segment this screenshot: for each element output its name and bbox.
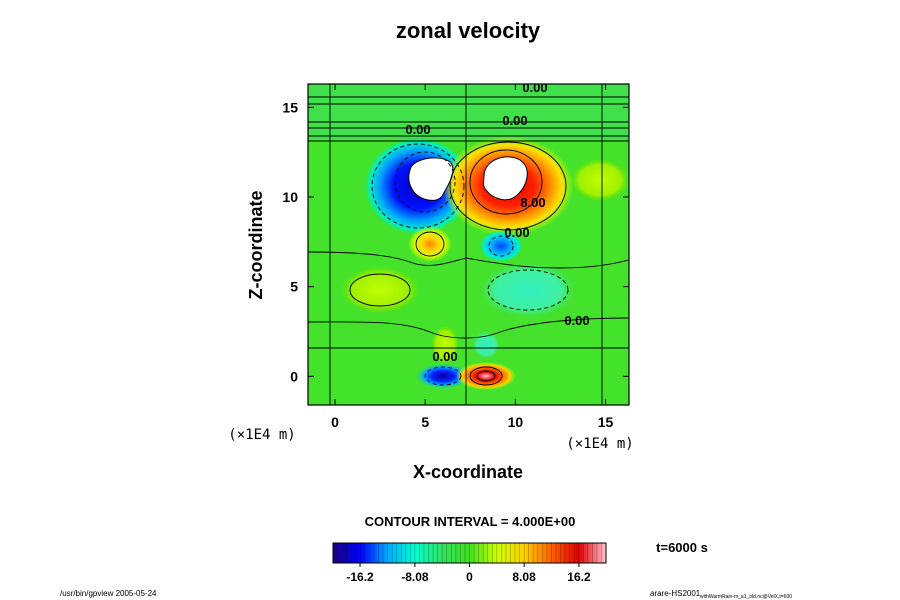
contour-label: 0.00	[432, 349, 457, 364]
contour-lines	[308, 84, 629, 405]
contour-label: 0.00	[504, 225, 529, 240]
colorbar-tick-label: 16.2	[567, 570, 591, 584]
colorbar-ticks: -16.2 -8.08 0 8.08 16.2	[346, 563, 591, 584]
pos-core-white	[483, 156, 528, 201]
plot-frame	[307, 83, 630, 406]
mid-blue-shade	[479, 230, 523, 262]
lime-shade-top	[570, 158, 629, 202]
lime-shade-left	[340, 266, 420, 314]
contour-interval: CONTOUR INTERVAL = 4.000E+00	[365, 514, 576, 529]
contour-label: 0.00	[502, 113, 527, 128]
y-tick-label: 5	[290, 279, 298, 295]
cyan-shade-right	[480, 262, 576, 318]
y-axis-ticks: 0 5 10 15	[282, 99, 629, 384]
x-axis-label: X-coordinate	[413, 462, 523, 482]
footer-right-sub: withWarmRain-m_a1_old.nc@VelX,t=600	[700, 594, 792, 600]
plot-area: 0.00 0.00 0.00 8.00 0.00 0.00 0.00	[308, 80, 629, 405]
colorbar-stripes	[337, 543, 602, 563]
mid-yellow-shade	[408, 226, 452, 262]
cyan-shade-bottom	[472, 331, 500, 359]
x-axis-ticks: 0 5 10 15	[331, 84, 614, 430]
x-tick-label: 0	[331, 414, 339, 430]
contour-label: 0.00	[522, 80, 547, 95]
upper-band	[308, 84, 629, 140]
y-tick-label: 10	[282, 189, 298, 205]
time-label: t=6000 s	[656, 540, 708, 555]
bottom-pos-shade	[456, 362, 516, 390]
contour-label: 0.00	[564, 313, 589, 328]
x-unit-right: (×1E4 m)	[566, 436, 633, 452]
x-tick-label: 10	[508, 414, 524, 430]
y-tick-label: 0	[290, 368, 298, 384]
colorbar-tick-label: 0	[466, 570, 473, 584]
contour-label-group: 0.00 0.00 0.00 8.00 0.00 0.00 0.00	[405, 80, 589, 364]
footer-left: /usr/bin/gpview 2005-05-24	[60, 589, 157, 598]
colorbar-tick-label: -8.08	[401, 570, 429, 584]
y-axis-label: Z-coordinate	[246, 190, 266, 299]
x-unit-left: (×1E4 m)	[228, 427, 295, 443]
chart-title: zonal velocity	[396, 18, 541, 43]
y-tick-label: 15	[282, 99, 298, 115]
colorbar-tick-label: 8.08	[512, 570, 536, 584]
bottom-neg-shade	[415, 363, 471, 389]
contour-label: 0.00	[405, 122, 430, 137]
x-tick-label: 15	[598, 414, 614, 430]
neg-core-white	[408, 157, 454, 201]
x-tick-label: 5	[421, 414, 429, 430]
contour-label: 8.00	[520, 195, 545, 210]
footer-right-main: arare-HS2001	[650, 589, 701, 598]
colorbar-tick-label: -16.2	[346, 570, 374, 584]
